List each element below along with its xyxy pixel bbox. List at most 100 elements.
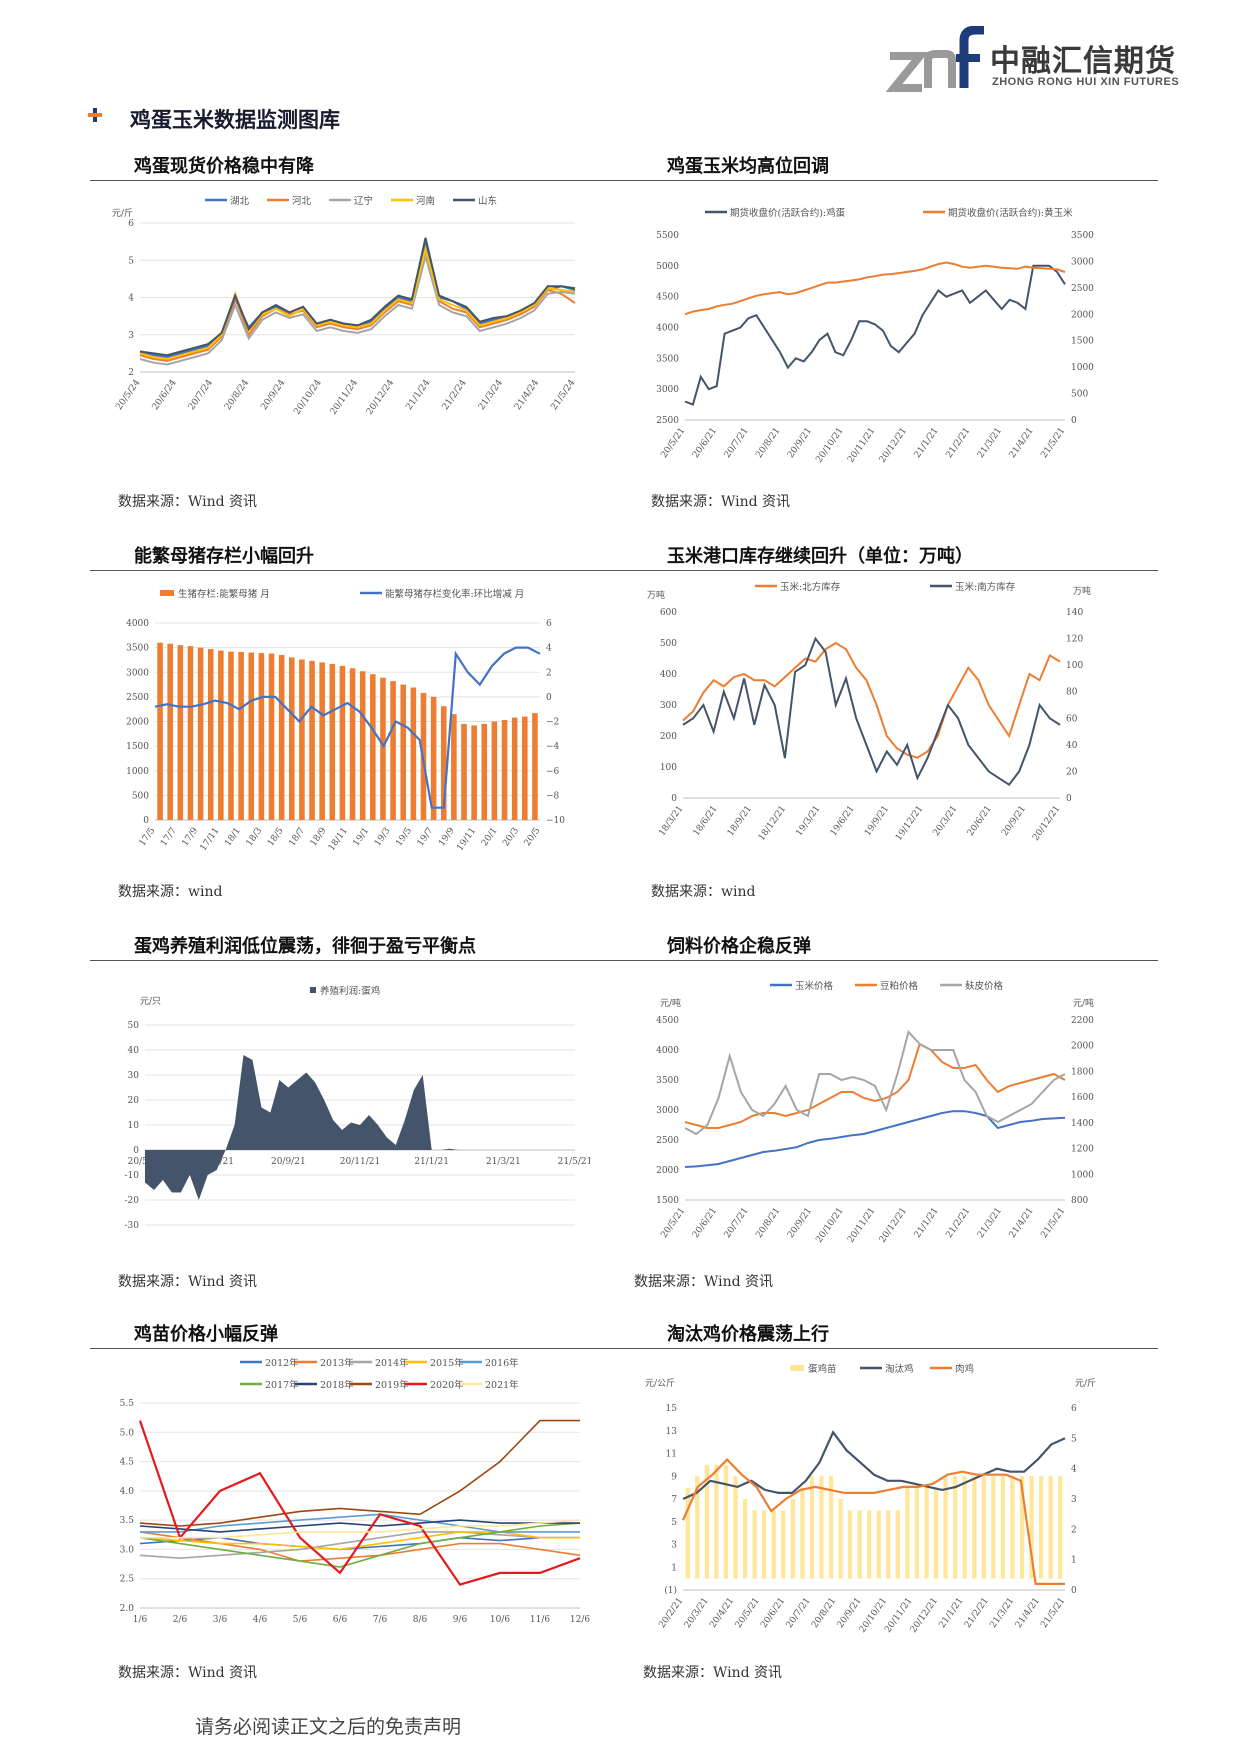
y2-tick-label: 2 (1071, 1525, 1077, 1535)
y2-tick-label: 2500 (1071, 284, 1094, 294)
y-tick-label: 4500 (656, 293, 679, 303)
x-tick-label: 4/6 (253, 1615, 268, 1625)
bar-chick-price (1029, 1476, 1034, 1579)
series-line-2016年 (140, 1513, 580, 1533)
x-tick-label: 1/6 (133, 1615, 148, 1625)
chart-corn-port-stock: 万吨 万吨 0 100 200 300 400 500 600 0 20 40 60 80 100 120 14… (647, 581, 1091, 843)
legend-label: 生猪存栏:能繁母猪 月 (178, 588, 270, 600)
x-tick-label: 20/8/21 (810, 1596, 838, 1630)
x-tick-label: 20/7/21 (723, 426, 751, 460)
bar-chick-price (1058, 1476, 1063, 1579)
legend-label: 2012年 (265, 1358, 299, 1369)
x-tick-label: 20/4/21 (708, 1596, 736, 1630)
x-tick-label: 19/11 (455, 826, 478, 853)
x-tick-label: 19/7 (416, 826, 436, 849)
x-tick-label: 11/6 (530, 1615, 550, 1625)
legend-label: 2013年 (320, 1358, 354, 1369)
y2-tick-label: 1600 (1071, 1093, 1094, 1103)
chart-culled-hen-price: 元/公斤 元/斤(1)13579111315012345620/2/2120/3/… (645, 1363, 1096, 1635)
bar-chick-price (876, 1510, 881, 1579)
bar-chick-price (828, 1476, 834, 1579)
y-tick-label: 2500 (656, 416, 679, 426)
y2-tick-label: −6 (546, 767, 560, 777)
legend-label: 2018年 (320, 1379, 354, 1391)
source-egg-corn-futures: 数据来源：Wind 资讯 (651, 494, 791, 510)
panel-title-feed-price: 饲料价格企稳反弹 (667, 936, 811, 957)
y-tick-label: 1500 (126, 742, 149, 752)
y2-tick-label: 2000 (1071, 310, 1094, 320)
bar-sow-inventory (370, 674, 376, 820)
y-tick-label: 7 (671, 1495, 677, 1505)
bar-chick-price (991, 1476, 996, 1579)
x-tick-label: 20/5/21 (734, 1596, 762, 1630)
bar-chick-price (790, 1499, 795, 1579)
y-tick-label: 100 (660, 763, 677, 773)
logo-text-cn: 中融汇信期货 (990, 44, 1176, 79)
series-line-辽宁 (139, 252, 576, 366)
legend-label: 2019年 (375, 1379, 409, 1391)
x-tick-label: 21/5/24 (549, 378, 577, 412)
y2-tick-label: 0 (1066, 794, 1072, 804)
bar-chick-price (924, 1487, 929, 1579)
bar-sow-inventory (207, 649, 214, 820)
x-tick-label: 21/2/21 (944, 1206, 972, 1240)
bar-chick-price (819, 1476, 824, 1579)
bar-chick-price (886, 1510, 891, 1579)
x-tick-label: 21/5/21 (1039, 426, 1067, 460)
legend-label: 能繁母猪存栏变化率:环比增减 月 (385, 588, 524, 600)
bar-sow-inventory (359, 671, 366, 820)
x-tick-label: 20/10/21 (814, 1206, 845, 1245)
y2-tick-label: 3000 (1071, 257, 1094, 267)
x-tick-label: 20/8/21 (754, 426, 782, 460)
bar-chick-price (962, 1476, 967, 1579)
series-line-淘汰鸡 (682, 1430, 1066, 1501)
bar-sow-inventory (481, 723, 488, 820)
series-line-河南 (139, 245, 576, 361)
bar-sow-inventory (167, 643, 173, 820)
series-line-2019年 (139, 1419, 580, 1527)
bar-chick-price (1000, 1476, 1006, 1579)
bar-sow-inventory (258, 653, 265, 820)
bar-sow-inventory (491, 721, 498, 820)
x-tick-label: 18/11 (327, 826, 350, 853)
x-tick-label: 18/9 (309, 826, 329, 849)
bar-sow-inventory (309, 660, 315, 820)
x-tick-label: 21/2/21 (944, 426, 972, 460)
x-tick-label: 20/11/21 (340, 1157, 380, 1167)
x-tick-label: 20/9/21 (1000, 804, 1028, 838)
bar-sow-inventory (228, 651, 234, 820)
y-tick-label: 50 (128, 1021, 140, 1031)
panel-title-layer-profit: 蛋鸡养殖利润低位震荡，徘徊于盈亏平衡点 (134, 936, 476, 957)
x-tick-label: 20/8/21 (754, 1206, 782, 1240)
source-feed-price: 数据来源：Wind 资讯 (634, 1274, 774, 1290)
chart-layer-profit: 元/只-30-20-100102030405020/5/2120/7/2120/… (125, 985, 591, 1231)
bar-chick-price (981, 1476, 986, 1579)
x-tick-label: 21/1/21 (913, 1206, 941, 1240)
y-tick-label: 4000 (126, 619, 149, 629)
x-tick-label: 20/3/21 (683, 1596, 711, 1630)
series-line-2020年 (138, 1420, 581, 1586)
series-line-change-rate (154, 646, 541, 809)
x-tick-label: 17/9 (180, 826, 200, 849)
y-tick-label: 400 (660, 670, 677, 680)
y-tick-label: 200 (660, 732, 677, 742)
x-tick-label: 19/9 (437, 826, 457, 849)
bar-chick-price (895, 1510, 901, 1579)
y-tick-label: 5.0 (120, 1428, 135, 1438)
legend-label: 玉米:南方库存 (955, 581, 1016, 593)
series-line-玉米:北方库存 (682, 641, 1061, 759)
y-tick-label: 9 (671, 1472, 677, 1482)
y-tick-label: 4000 (656, 1046, 679, 1056)
bar-chick-price (972, 1476, 977, 1579)
y2-tick-label: −4 (546, 742, 560, 752)
bar-sow-inventory (522, 716, 528, 820)
x-tick-label: 20/5/21 (659, 1206, 687, 1240)
bar-chick-price (943, 1476, 948, 1579)
series-line-期货收盘价(活跃合约):黄玉米 (684, 261, 1066, 316)
y-tick-label: 0 (671, 794, 677, 804)
y-tick-label: 300 (660, 701, 677, 711)
source-layer-profit: 数据来源：Wind 资讯 (118, 1274, 258, 1290)
x-tick-label: 21/3/21 (988, 1596, 1016, 1630)
bar-chick-price (809, 1476, 815, 1579)
bar-sow-inventory (430, 696, 437, 820)
